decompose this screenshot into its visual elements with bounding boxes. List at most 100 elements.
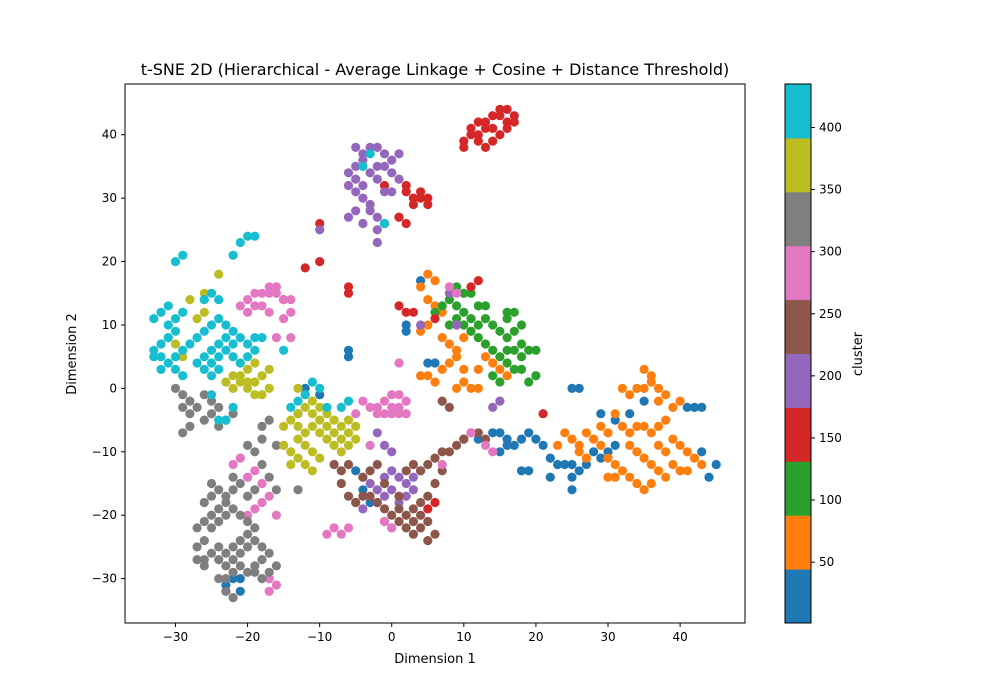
scatter-point xyxy=(480,352,491,362)
scatter-point xyxy=(423,516,433,527)
scatter-point xyxy=(653,421,664,431)
scatter-point xyxy=(271,510,281,520)
scatter-point xyxy=(401,187,411,197)
scatter-point xyxy=(199,497,209,508)
scatter-point xyxy=(199,295,209,305)
x-tick-label: 20 xyxy=(528,630,543,644)
scatter-point xyxy=(358,218,368,229)
scatter-point xyxy=(228,459,238,470)
scatter-point xyxy=(343,352,354,362)
scatter-point xyxy=(387,523,397,533)
scatter-point xyxy=(307,447,317,457)
scatter-point xyxy=(206,548,217,558)
scatter-point xyxy=(365,199,375,210)
scatter-point xyxy=(264,282,274,292)
scatter-point xyxy=(264,548,274,558)
scatter-point xyxy=(689,402,700,412)
scatter-point xyxy=(632,447,642,457)
scatter-point xyxy=(322,529,332,539)
scatter-point xyxy=(473,130,483,140)
scatter-point xyxy=(307,421,317,431)
scatter-point xyxy=(408,193,418,203)
scatter-point xyxy=(228,574,238,584)
scatter-point xyxy=(480,314,491,324)
scatter-point xyxy=(214,574,224,584)
scatter-point xyxy=(423,193,433,203)
scatter-point xyxy=(235,453,245,463)
scatter-point xyxy=(170,339,181,349)
scatter-point xyxy=(358,180,368,191)
scatter-point xyxy=(423,358,433,368)
scatter-point xyxy=(473,117,483,127)
scatter-point xyxy=(603,447,613,457)
scatter-point xyxy=(560,459,570,470)
scatter-point xyxy=(243,307,253,317)
colorbar-tick-label: 100 xyxy=(819,493,842,507)
scatter-point xyxy=(423,491,433,501)
scatter-point xyxy=(271,440,281,450)
scatter-point xyxy=(646,478,656,489)
scatter-point xyxy=(156,339,166,349)
scatter-point xyxy=(343,523,354,533)
scatter-point xyxy=(394,174,404,184)
scatter-point xyxy=(444,339,454,349)
scatter-point xyxy=(264,288,274,298)
scatter-point xyxy=(394,402,404,412)
scatter-point xyxy=(336,421,346,431)
scatter-point xyxy=(379,149,390,159)
scatter-point xyxy=(459,333,469,343)
scatter-point xyxy=(416,371,426,381)
scatter-point xyxy=(639,383,649,393)
scatter-point xyxy=(430,529,440,539)
scatter-point xyxy=(315,453,325,463)
scatter-point xyxy=(437,459,447,470)
scatter-point xyxy=(329,523,339,533)
scatter-point xyxy=(307,409,317,419)
scatter-point xyxy=(430,307,440,317)
scatter-point xyxy=(516,466,527,476)
scatter-point xyxy=(452,282,462,292)
scatter-point xyxy=(473,136,483,146)
scatter-point xyxy=(149,314,159,324)
scatter-point xyxy=(235,377,245,387)
scatter-point xyxy=(228,567,238,577)
scatter-point xyxy=(228,409,238,419)
scatter-point xyxy=(243,339,253,349)
scatter-point xyxy=(495,352,505,362)
scatter-point xyxy=(502,123,512,133)
scatter-point xyxy=(437,447,447,457)
scatter-point xyxy=(214,555,224,565)
scatter-point xyxy=(257,459,267,470)
scatter-point xyxy=(625,428,635,438)
scatter-point xyxy=(250,447,260,457)
scatter-point xyxy=(401,478,411,489)
scatter-point xyxy=(653,466,664,476)
scatter-point xyxy=(271,282,281,292)
scatter-point xyxy=(221,580,231,590)
scatter-point xyxy=(567,383,577,393)
scatter-point xyxy=(192,402,202,412)
scatter-point xyxy=(206,358,217,368)
scatter-point xyxy=(394,497,404,508)
scatter-point xyxy=(495,111,505,121)
scatter-point xyxy=(163,301,173,311)
scatter-point xyxy=(235,586,245,596)
scatter-point xyxy=(524,466,534,476)
scatter-point xyxy=(322,421,332,431)
scatter-point xyxy=(293,421,303,431)
scatter-point xyxy=(199,561,209,571)
scatter-point xyxy=(358,396,368,406)
scatter-point xyxy=(286,333,296,343)
scatter-point xyxy=(221,491,231,501)
scatter-point xyxy=(243,295,253,305)
scatter-point xyxy=(509,364,519,374)
scatter-point xyxy=(264,383,274,393)
scatter-point xyxy=(372,428,382,438)
scatter-point xyxy=(452,314,462,324)
scatter-point xyxy=(192,523,202,533)
y-tick-label: 0 xyxy=(109,381,117,395)
scatter-point xyxy=(206,396,217,406)
plot-frame xyxy=(124,83,746,624)
scatter-point xyxy=(358,485,368,495)
scatter-point xyxy=(495,428,505,438)
